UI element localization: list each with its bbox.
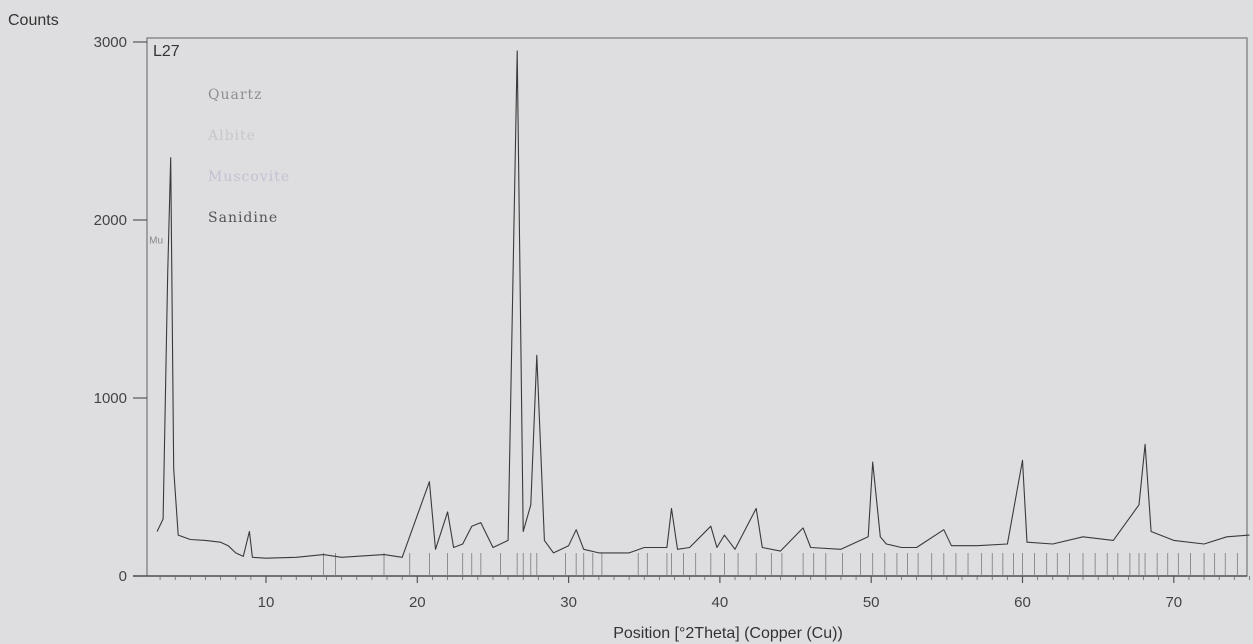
legend-entry: Sanidine (208, 210, 278, 226)
y-tick-label: 3000 (94, 34, 127, 51)
y-tick-label: 0 (119, 568, 127, 585)
legend: Quartz Albite Muscovite Sanidine (207, 87, 290, 226)
plot-frame (146, 37, 1248, 577)
axis-ticks: 10 20 30 40 50 60 70 0 1000 2000 3000 (94, 34, 1250, 611)
x-tick-label: 40 (712, 594, 729, 611)
y-axis-title: Counts (8, 12, 59, 29)
peak-annotations: Mu (149, 236, 163, 247)
x-tick-label: 50 (863, 594, 880, 611)
peak-annotation-label: Mu (149, 236, 163, 247)
x-axis-title: Position [°2Theta] (Copper (Cu)) (613, 625, 843, 642)
x-tick-label: 10 (258, 594, 275, 611)
series-layer (156, 50, 1250, 559)
legend-entry: Quartz (208, 87, 263, 103)
legend-entry: Albite (207, 128, 256, 144)
legend-entry: Muscovite (208, 169, 290, 185)
sample-label: L27 (153, 43, 180, 60)
x-tick-label: 60 (1014, 594, 1031, 611)
y-tick-label: 1000 (94, 390, 127, 407)
reference-peak-lines (323, 553, 1238, 576)
x-tick-label: 70 (1165, 594, 1182, 611)
y-tick-label: 2000 (94, 212, 127, 229)
diffractogram-line (156, 50, 1250, 559)
x-tick-label: 20 (409, 594, 426, 611)
x-tick-label: 30 (560, 594, 577, 611)
